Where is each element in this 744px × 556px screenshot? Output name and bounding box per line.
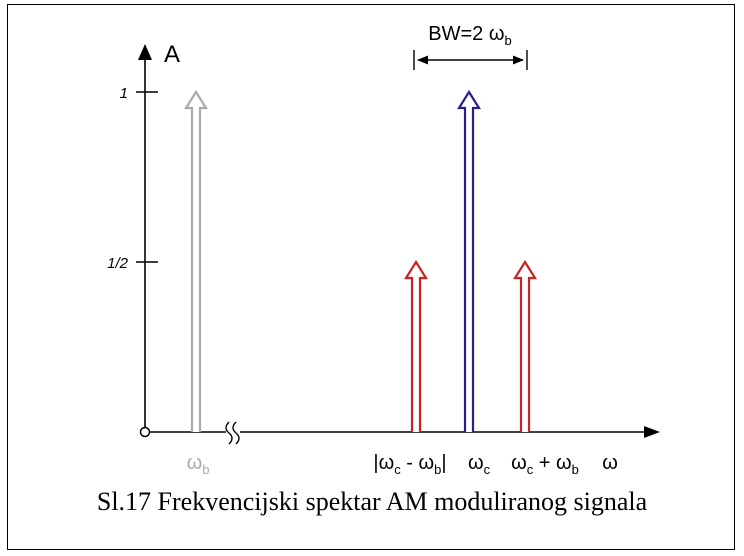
spectral-components [184,89,537,432]
y-axis-arrowhead [138,44,152,60]
y-tick-label-1: 1 [120,85,128,102]
baseband-arrow [184,89,208,432]
x-axis-arrowhead [644,426,660,438]
x-axis-label: ω [602,452,618,474]
carrier-arrow [457,89,481,432]
y-tick-half: 1/2 [107,255,158,272]
upper-sideband-arrow [513,259,537,432]
figure-caption: Sl.17 Frekvencijski spektar AM moduliran… [96,487,648,516]
lower-sideband-label: |ωc - ωb| [373,452,446,477]
y-axis: A [138,41,180,432]
origin-marker [139,426,151,438]
figure-frame [7,4,735,550]
bandwidth-label: BW=2 ωb [428,23,511,48]
y-tick-label-half: 1/2 [107,255,129,272]
y-axis-label: A [164,41,180,68]
bandwidth-indicator: BW=2 ωb [413,23,528,70]
lower-sideband-arrow [404,259,428,432]
upper-sideband-label: ωc + ωb [511,452,579,477]
x-axis: ω [139,420,660,474]
carrier-frequency-label: ωc [468,452,491,477]
baseband-frequency-label: ωb [187,452,210,477]
y-tick-1: 1 [120,85,158,102]
axis-break-icon [225,420,240,445]
